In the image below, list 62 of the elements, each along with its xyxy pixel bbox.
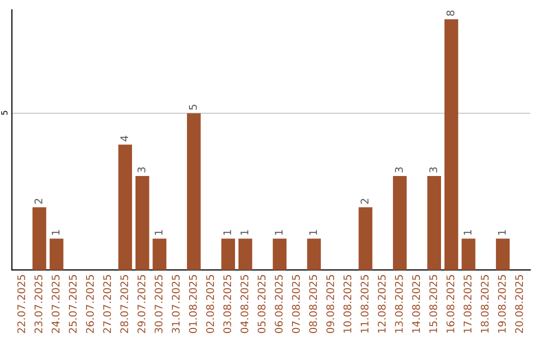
bar (32, 207, 46, 270)
x-tick-label: 15.08.2025 (429, 275, 438, 333)
bar (427, 176, 442, 270)
data-label: 1 (240, 230, 248, 235)
x-tick-label: 16.08.2025 (446, 275, 454, 333)
data-label: 3 (429, 167, 438, 172)
data-label: 1 (309, 230, 317, 235)
bar (118, 144, 132, 270)
bar (221, 238, 236, 270)
data-label: 5 (189, 104, 197, 110)
bar (496, 238, 510, 270)
x-tick-label: 08.08.2025 (309, 275, 318, 334)
bar (186, 113, 201, 270)
data-label: 1 (52, 230, 60, 235)
x-tick-label: 26.07.2025 (86, 275, 94, 334)
x-tick-label: 28.07.2025 (120, 275, 128, 334)
x-tick-label: 12.08.2025 (378, 275, 386, 333)
data-label: 2 (360, 198, 368, 204)
x-tick-label: 19.08.2025 (498, 275, 506, 333)
x-tick-label: 14.08.2025 (412, 275, 420, 333)
bar (152, 238, 166, 270)
data-label: 4 (120, 136, 128, 142)
bar (444, 19, 458, 270)
bar (358, 207, 372, 270)
x-tick-label: 05.08.2025 (258, 275, 266, 334)
data-label: 3 (394, 167, 403, 172)
x-tick-label: 11.08.2025 (360, 275, 369, 333)
x-tick-label: 27.07.2025 (103, 275, 112, 334)
bar (307, 238, 321, 270)
x-tick-label: 23.07.2025 (34, 275, 42, 334)
bar (50, 238, 64, 270)
x-tick-label: 07.08.2025 (292, 275, 300, 334)
data-label: 1 (274, 230, 283, 235)
x-tick-label: 20.08.2025 (515, 275, 524, 334)
x-tick-label: 22.07.2025 (17, 275, 26, 334)
x-tick-label: 24.07.2025 (52, 275, 60, 334)
x-tick-label: 10.08.2025 (343, 275, 352, 333)
bar (462, 238, 476, 270)
data-label: 1 (154, 230, 162, 235)
x-tick-label: 25.07.2025 (68, 275, 77, 334)
x-tick-label: 01.08.2025 (188, 275, 197, 334)
data-label: 8 (446, 10, 454, 16)
x-tick-label: 30.07.2025 (154, 275, 163, 333)
data-label: 2 (34, 198, 42, 204)
x-tick-label: 13.08.2025 (394, 275, 403, 333)
x-tick-label: 06.08.2025 (274, 275, 283, 334)
x-tick-label: 31.07.2025 (172, 275, 180, 333)
x-tick-label: 03.08.2025 (223, 275, 232, 334)
x-tick-label: 09.08.2025 (326, 275, 334, 334)
data-label: 1 (464, 230, 472, 235)
x-tick-label: 18.08.2025 (480, 275, 489, 333)
data-label: 1 (498, 230, 506, 235)
x-tick-label: 02.08.2025 (206, 275, 214, 334)
x-tick-label: 29.07.2025 (137, 275, 146, 334)
bar (238, 238, 252, 270)
bar (392, 176, 407, 270)
x-tick-label: 04.08.2025 (240, 275, 248, 334)
data-label: 1 (223, 230, 232, 235)
bar (272, 238, 287, 270)
bar (135, 176, 150, 270)
x-tick-label: 17.08.2025 (464, 275, 472, 333)
data-label: 3 (137, 167, 146, 172)
